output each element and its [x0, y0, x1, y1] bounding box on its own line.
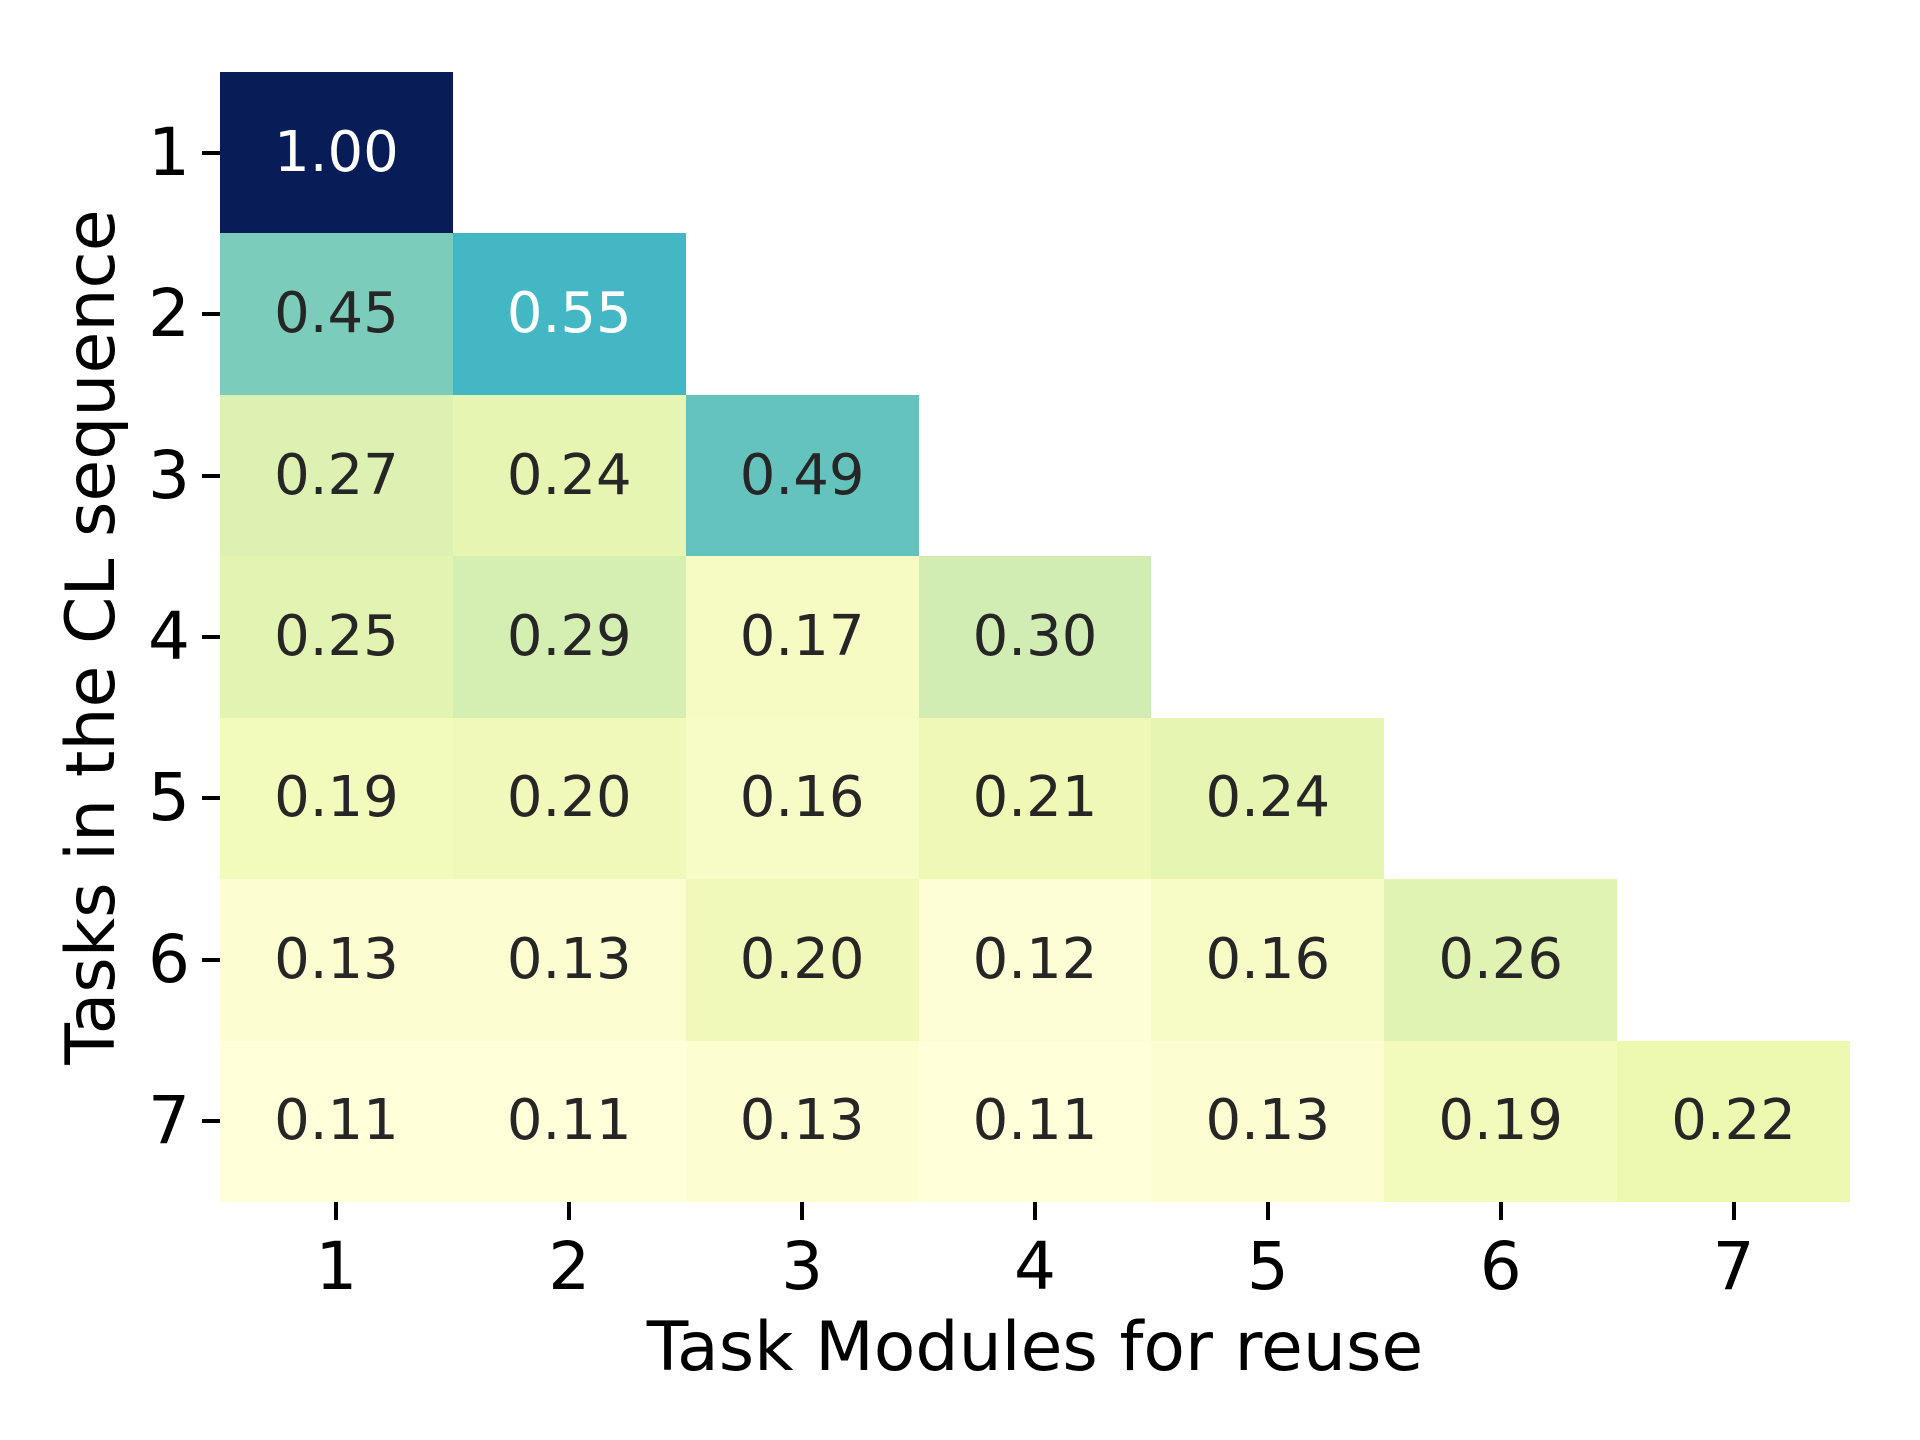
y-tick-mark	[202, 473, 220, 478]
x-tick-mark	[1265, 1202, 1270, 1220]
y-tick: 1	[148, 72, 220, 233]
y-tick-mark	[202, 1119, 220, 1124]
y-tick: 3	[148, 395, 220, 556]
y-tick: 2	[148, 233, 220, 394]
y-tick-mark	[202, 634, 220, 639]
y-tick-label: 6	[148, 920, 190, 998]
x-tick-label: 7	[1712, 1228, 1755, 1305]
heatmap-cell: 0.16	[1151, 879, 1385, 1041]
heatmap-cell: 0.49	[685, 394, 919, 557]
heatmap-cell: 0.19	[220, 717, 453, 880]
x-axis-title: Task Modules for reuse	[646, 1308, 1424, 1387]
y-axis-ticks: 1 2 3 4 5 6 7	[148, 72, 220, 1202]
heatmap-cell: 0.11	[918, 1040, 1152, 1202]
heatmap-cell: 0.25	[220, 556, 453, 718]
y-axis-title: Tasks in the CL sequence	[52, 209, 131, 1065]
x-tick: 5	[1151, 1202, 1384, 1300]
y-tick-mark	[202, 796, 220, 801]
heatmap-cell: 0.55	[452, 233, 686, 395]
x-tick-mark	[1731, 1202, 1736, 1220]
x-tick: 4	[919, 1202, 1152, 1300]
heatmap-cell: 0.26	[1384, 879, 1618, 1041]
heatmap-cell: 0.13	[685, 1040, 919, 1202]
x-tick: 1	[220, 1202, 453, 1300]
heatmap-cell: 0.19	[1384, 1040, 1618, 1202]
plot-area: 1.00 0.45 0.55 0.27 0.24 0.49 0.25 0.29 0.17 0.30…	[52, 72, 1850, 1382]
y-tick-mark	[202, 957, 220, 962]
y-tick-label: 2	[148, 275, 190, 353]
x-tick: 2	[453, 1202, 686, 1300]
heatmap-cell: 0.16	[685, 717, 919, 880]
x-tick-label: 1	[315, 1228, 358, 1305]
heatmap-cell: 0.17	[685, 556, 919, 718]
heatmap-cell: 0.22	[1617, 1040, 1850, 1202]
y-tick-mark	[202, 312, 220, 317]
x-tick-label: 6	[1479, 1228, 1522, 1305]
heatmap-cell: 0.24	[1151, 717, 1385, 880]
heatmap-cell: 0.45	[220, 233, 453, 395]
heatmap-cell: 0.11	[220, 1040, 453, 1202]
y-tick-label: 1	[148, 113, 190, 191]
heatmap-cell: 0.12	[918, 879, 1152, 1041]
y-tick-label: 4	[148, 597, 190, 675]
heatmap-cell: 0.13	[220, 879, 453, 1041]
y-tick: 6	[148, 879, 220, 1040]
heatmap-cell: 0.13	[1151, 1040, 1385, 1202]
y-tick-label: 5	[148, 759, 190, 837]
heatmap-cell: 0.30	[918, 556, 1152, 718]
x-tick-mark	[800, 1202, 805, 1220]
y-tick: 5	[148, 718, 220, 879]
x-tick-label: 2	[548, 1228, 591, 1305]
heatmap-cell: 0.27	[220, 394, 453, 557]
heatmap-cell: 0.13	[452, 879, 686, 1041]
heatmap-cell: 0.11	[452, 1040, 686, 1202]
x-tick-mark	[1032, 1202, 1037, 1220]
y-tick-label: 7	[148, 1082, 190, 1160]
y-tick: 4	[148, 556, 220, 717]
heatmap-cell: 0.24	[452, 394, 686, 557]
x-tick-label: 4	[1013, 1228, 1056, 1305]
x-tick: 6	[1384, 1202, 1617, 1300]
heatmap-cell: 1.00	[220, 72, 453, 234]
heatmap-cell: 0.29	[452, 556, 686, 718]
heatmap-cell: 0.20	[685, 879, 919, 1041]
x-tick: 7	[1617, 1202, 1850, 1300]
heatmap-cell: 0.21	[918, 717, 1152, 880]
heatmap-grid: 1.00 0.45 0.55 0.27 0.24 0.49 0.25 0.29 0.17 0.30…	[220, 72, 1850, 1202]
y-tick-mark	[202, 150, 220, 155]
x-tick: 3	[686, 1202, 919, 1300]
x-tick-label: 3	[781, 1228, 824, 1305]
y-tick-label: 3	[148, 436, 190, 514]
x-tick-mark	[334, 1202, 339, 1220]
x-tick-mark	[1498, 1202, 1503, 1220]
y-tick: 7	[148, 1041, 220, 1202]
x-tick-mark	[567, 1202, 572, 1220]
heatmap-cell: 0.20	[452, 717, 686, 880]
x-tick-label: 5	[1246, 1228, 1289, 1305]
